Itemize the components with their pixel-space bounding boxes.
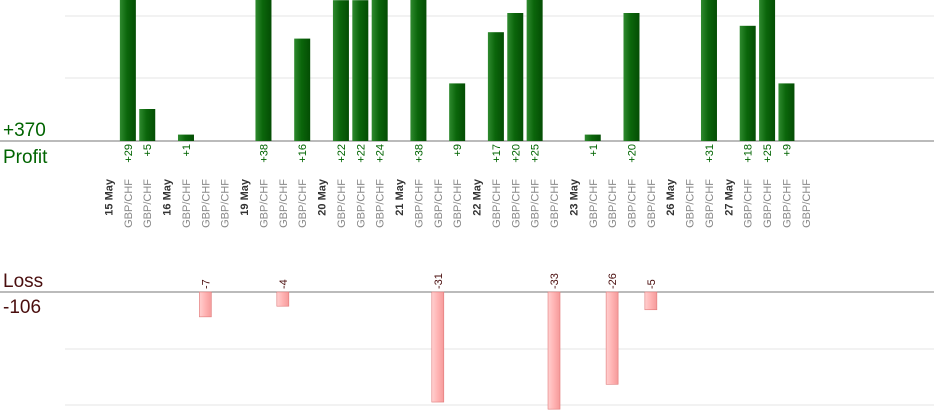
pair-label: GBP/CHF	[123, 179, 135, 228]
profit-bar	[449, 83, 466, 141]
profit-value-label: +31	[704, 144, 716, 163]
profit-bar	[507, 13, 524, 141]
loss-value-label: -26	[607, 273, 619, 289]
pair-label: GBP/CHF	[588, 179, 600, 228]
date-label: 26 May	[665, 178, 677, 216]
pair-label: GBP/CHF	[685, 179, 697, 228]
loss-bar	[605, 291, 619, 385]
pair-label: GBP/CHF	[704, 179, 716, 228]
loss-bar	[199, 291, 212, 318]
date-label: 20 May	[317, 178, 329, 216]
pair-label: GBP/CHF	[142, 179, 154, 228]
pair-label: GBP/CHF	[801, 179, 813, 228]
pair-label: GBP/CHF	[278, 179, 290, 228]
pair-label: GBP/CHF	[491, 179, 503, 228]
profit-value-label: +18	[743, 144, 755, 163]
profit-label: Profit	[3, 147, 48, 168]
pair-label: GBP/CHF	[549, 179, 561, 228]
profit-value-label: +29	[123, 144, 135, 163]
pair-label: GBP/CHF	[375, 179, 387, 228]
profit-value-label: +22	[355, 144, 367, 163]
date-label: 15 May	[104, 178, 116, 216]
loss-label: Loss	[3, 271, 43, 292]
profit-bar	[139, 109, 156, 141]
profit-value-label: +20	[510, 144, 522, 163]
profit-value-label: +20	[626, 144, 638, 163]
loss-bar	[276, 291, 290, 307]
profit-bar	[623, 13, 640, 141]
date-label: 21 May	[394, 178, 406, 216]
pair-label: GBP/CHF	[762, 179, 774, 228]
pair-label: GBP/CHF	[220, 179, 232, 228]
profit-value-label: +1	[181, 144, 193, 157]
pair-label: GBP/CHF	[297, 179, 309, 228]
profit-value-label: +24	[375, 144, 387, 163]
loss-bar	[644, 291, 658, 311]
profit-bar	[294, 38, 311, 141]
date-label: 27 May	[723, 178, 735, 216]
profit-bar	[526, 0, 543, 141]
profit-bar	[778, 83, 795, 141]
pair-label: GBP/CHF	[743, 179, 755, 228]
profit-value-label: +16	[297, 144, 309, 163]
labels: 15 May GBP/CHF +29 GBP/CHF +5 16 May GBP/CHF +1…	[104, 144, 813, 289]
profit-bar	[410, 0, 427, 141]
loss-bar	[547, 291, 561, 410]
loss-value-label: -33	[549, 273, 561, 289]
profit-bar	[177, 134, 194, 141]
loss-bar	[431, 291, 445, 403]
pair-label: GBP/CHF	[607, 179, 619, 228]
profit-bar	[119, 0, 136, 141]
pair-label: GBP/CHF	[355, 179, 367, 228]
profit-value-label: +25	[762, 144, 774, 163]
profit-bar	[371, 0, 388, 141]
date-label: 19 May	[239, 178, 251, 216]
pair-label: GBP/CHF	[336, 179, 348, 228]
profit-value-label: +9	[781, 144, 793, 157]
profit-bar	[759, 0, 776, 141]
profit-bar	[352, 0, 369, 142]
loss-total: -106	[3, 297, 41, 318]
pair-label: GBP/CHF	[258, 179, 270, 228]
date-label: 22 May	[472, 178, 484, 216]
bars	[119, 0, 795, 410]
pair-label: GBP/CHF	[433, 179, 445, 228]
date-label: 16 May	[162, 178, 174, 216]
date-label: 23 May	[568, 178, 580, 216]
profit-value-label: +17	[491, 144, 503, 163]
pair-label: GBP/CHF	[530, 179, 542, 228]
pair-label: GBP/CHF	[181, 179, 193, 228]
profit-bar	[487, 32, 504, 142]
pair-label: GBP/CHF	[781, 179, 793, 228]
pair-label: GBP/CHF	[200, 179, 212, 228]
profit-bar	[332, 0, 349, 142]
profit-value-label: +5	[142, 144, 154, 157]
profit-bar	[584, 134, 601, 141]
profit-value-label: +38	[413, 144, 425, 163]
profit-value-label: +1	[588, 144, 600, 157]
loss-value-label: -31	[433, 273, 445, 289]
profit-value-label: +38	[258, 144, 270, 163]
pair-label: GBP/CHF	[452, 179, 464, 228]
profit-value-label: +9	[452, 144, 464, 157]
loss-value-label: -7	[200, 279, 212, 289]
pair-label: GBP/CHF	[413, 179, 425, 228]
loss-value-label: -5	[646, 279, 658, 289]
grid	[0, 15, 934, 406]
profit-bar	[739, 25, 756, 141]
loss-value-label: -4	[278, 279, 290, 289]
profit-value-label: +25	[530, 144, 542, 163]
pair-label: GBP/CHF	[646, 179, 658, 228]
profit-bar	[700, 0, 717, 141]
pair-label: GBP/CHF	[510, 179, 522, 228]
pair-label: GBP/CHF	[626, 179, 638, 228]
profit-bar	[255, 0, 272, 141]
profit-total: +370	[3, 120, 46, 141]
profit-value-label: +22	[336, 144, 348, 163]
